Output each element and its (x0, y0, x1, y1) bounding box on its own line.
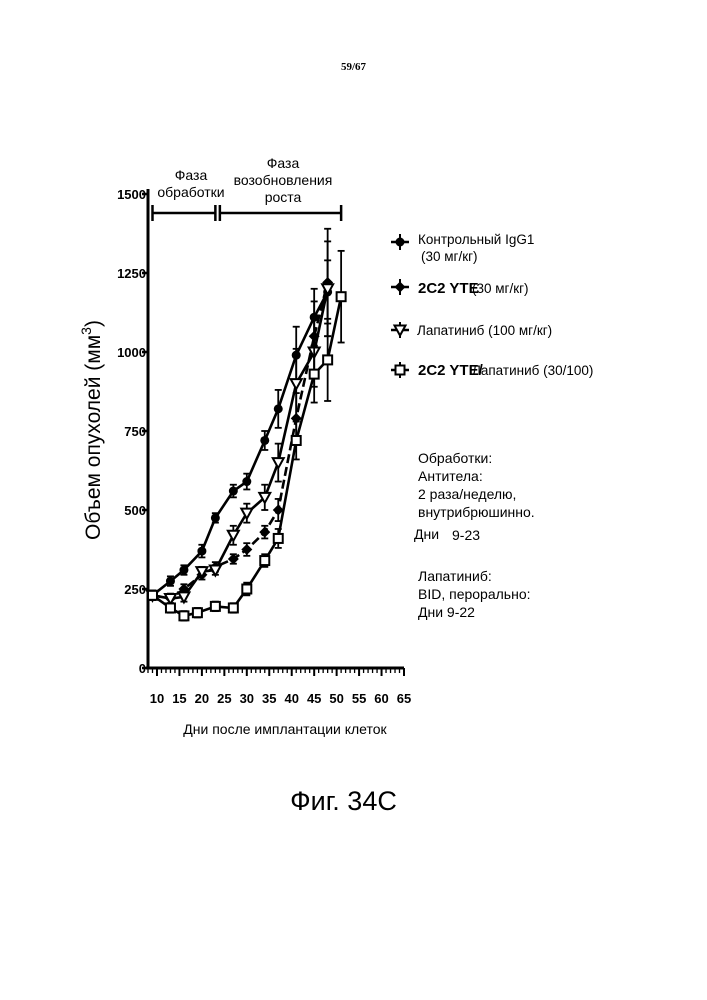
data-point-circle (179, 566, 188, 575)
y-tick-label: 1250 (117, 266, 146, 281)
x-tick-label: 50 (329, 691, 343, 706)
phase-regrowth-label-line1: Фаза (267, 155, 300, 171)
x-tick-label: 25 (217, 691, 231, 706)
legend-yte-dose: (30 мг/кг) (472, 281, 529, 296)
data-point-square (274, 534, 283, 543)
legend-yte-name: 2C2 YTE (418, 280, 479, 297)
series-1 (148, 260, 332, 600)
legend-lapatinib-name: Лапатиниб (100 мг/кг) (417, 323, 552, 338)
data-point-diamond (259, 527, 270, 538)
notes-lapatinib-route: BID, перорально: (418, 586, 531, 602)
x-tick-label: 20 (195, 691, 209, 706)
y-tick-label: 500 (124, 503, 146, 518)
phase-brackets (152, 205, 341, 221)
series-4 (148, 251, 346, 621)
legend: Контрольный IgG1 (30 мг/кг) 2C2 YTE (30 … (391, 232, 593, 379)
data-point-circle (242, 477, 251, 486)
data-point-circle (229, 487, 238, 496)
data-point-square (292, 436, 301, 445)
notes-antibody-days-label: Дни (414, 526, 439, 542)
phase-regrowth-label-line3: роста (265, 189, 302, 205)
y-tick-label: 1500 (117, 187, 146, 202)
notes-title: Обработки: (418, 450, 492, 466)
treatment-notes: Обработки: Антитела: 2 раза/неделю, внут… (414, 450, 535, 620)
phase-treatment-label-line1: Фаза (175, 167, 208, 183)
legend-marker-circle (396, 238, 405, 247)
data-point-square (211, 602, 220, 611)
data-point-triangle-down (178, 592, 189, 602)
y-axis-label: Объем опухолей (мм3) (78, 320, 105, 540)
phase-regrowth-label-line2: возобновления (234, 172, 333, 188)
plot-area (147, 229, 346, 621)
data-point-square (166, 603, 175, 612)
y-axis-label-close: ) (82, 320, 105, 327)
x-tick-label: 45 (307, 691, 321, 706)
x-tick-label: 55 (352, 691, 366, 706)
data-point-square (323, 355, 332, 364)
notes-antibody-frequency: 2 раза/неделю, (418, 486, 516, 502)
data-point-triangle-down (273, 458, 284, 468)
legend-marker-triangle-down (395, 326, 406, 336)
x-tick-label: 15 (172, 691, 186, 706)
data-point-square (179, 611, 188, 620)
y-tick-label: 1000 (117, 345, 146, 360)
legend-control-name: Контрольный IgG1 (418, 232, 534, 247)
data-point-circle (197, 547, 206, 556)
series-3 (147, 241, 333, 604)
y-tick-label: 250 (124, 582, 146, 597)
legend-markers (391, 234, 409, 378)
legend-combo-rest: Лапатиниб (30/100) (472, 363, 593, 378)
y-axis-ticks: 0 250 500 750 1000 1250 1500 (117, 187, 148, 676)
y-tick-label: 750 (124, 424, 146, 439)
data-point-circle (260, 436, 269, 445)
x-tick-label: 40 (284, 691, 298, 706)
x-tick-label: 35 (262, 691, 276, 706)
figure-caption: Фиг. 34C (0, 786, 687, 817)
x-axis-label: Дни после имплантации клеток (183, 721, 387, 737)
data-point-square (193, 608, 202, 617)
data-point-circle (274, 404, 283, 413)
data-point-square (229, 603, 238, 612)
data-point-square (148, 591, 157, 600)
data-point-diamond (241, 544, 252, 555)
phase-treatment-label-line2: обработки (157, 184, 224, 200)
legend-control-dose: (30 мг/кг) (421, 249, 478, 264)
data-point-square (260, 556, 269, 565)
data-point-square (242, 585, 251, 594)
data-point-square (337, 292, 346, 301)
notes-lapatinib: Лапатиниб: (418, 568, 492, 584)
data-point-square (310, 370, 319, 379)
x-tick-label: 60 (374, 691, 388, 706)
x-axis-ticks: 10 15 20 25 30 35 40 45 50 55 60 65 (148, 668, 411, 706)
data-point-triangle-down (210, 566, 221, 576)
data-point-triangle-down (228, 531, 239, 541)
legend-marker-square (396, 366, 405, 375)
y-axis-label-superscript: 3 (78, 327, 94, 335)
y-tick-label: 0 (139, 661, 146, 676)
notes-antibody-days-range: 9-23 (452, 527, 480, 543)
data-point-circle (211, 513, 220, 522)
y-axis-label-text: Объем опухолей (мм (82, 335, 105, 540)
x-tick-label: 10 (150, 691, 164, 706)
data-point-circle (166, 577, 175, 586)
x-tick-label: 30 (240, 691, 254, 706)
legend-marker-diamond (395, 282, 406, 293)
series-2 (147, 229, 333, 604)
notes-antibodies: Антитела: (418, 468, 483, 484)
x-tick-label: 65 (397, 691, 411, 706)
data-point-triangle-down (291, 379, 302, 389)
notes-lapatinib-days: Дни 9-22 (418, 604, 475, 620)
notes-antibody-route: внутрибрюшинно. (418, 504, 535, 520)
